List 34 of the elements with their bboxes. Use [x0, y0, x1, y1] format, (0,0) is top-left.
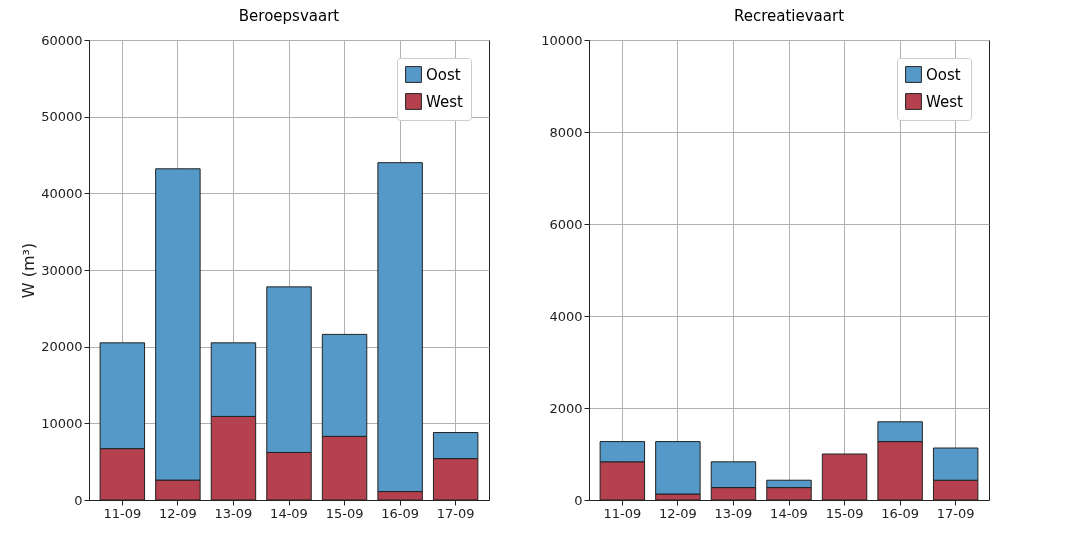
- x-tick-label: 12-09: [659, 505, 697, 521]
- y-tick-label: 40000: [41, 185, 83, 201]
- y-tick-label: 4000: [549, 308, 583, 324]
- legend-label: West: [426, 92, 463, 111]
- y-tick-label: 0: [74, 492, 83, 508]
- x-tick-label: 15-09: [825, 505, 864, 521]
- x-tick-label: 13-09: [214, 505, 253, 521]
- y-tick-label: 10000: [541, 32, 583, 48]
- y-axis-title: W (m³): [19, 242, 39, 299]
- x-tick-label: 12-09: [159, 505, 197, 521]
- x-tick-label: 11-09: [603, 505, 642, 521]
- legend-label: Oost: [926, 65, 961, 84]
- y-tick-label: 30000: [41, 262, 83, 278]
- y-tick-label: 50000: [41, 109, 83, 125]
- x-tick-label: 11-09: [103, 505, 142, 521]
- x-tick-label: 16-09: [381, 505, 419, 521]
- y-tick-label: 0: [574, 492, 583, 508]
- x-tick-label: 16-09: [881, 505, 919, 521]
- x-tick-label: 15-09: [325, 505, 364, 521]
- x-tick-label: 17-09: [436, 505, 475, 521]
- x-tick-label: 14-09: [770, 505, 808, 521]
- y-tick-label: 60000: [41, 32, 83, 48]
- y-tick-label: 2000: [549, 400, 583, 416]
- x-tick-label: 17-09: [936, 505, 975, 521]
- y-tick-label: 8000: [549, 124, 583, 140]
- chart-title: Recreatievaart: [733, 7, 845, 25]
- chart-title: Beroepsvaart: [238, 7, 340, 25]
- x-tick-label: 14-09: [270, 505, 308, 521]
- x-tick-label: 13-09: [714, 505, 753, 521]
- legend-label: Oost: [426, 65, 461, 84]
- y-tick-label: 10000: [41, 415, 83, 431]
- y-tick-label: 20000: [41, 339, 83, 355]
- y-tick-label: 6000: [549, 216, 583, 232]
- legend-label: West: [926, 92, 963, 111]
